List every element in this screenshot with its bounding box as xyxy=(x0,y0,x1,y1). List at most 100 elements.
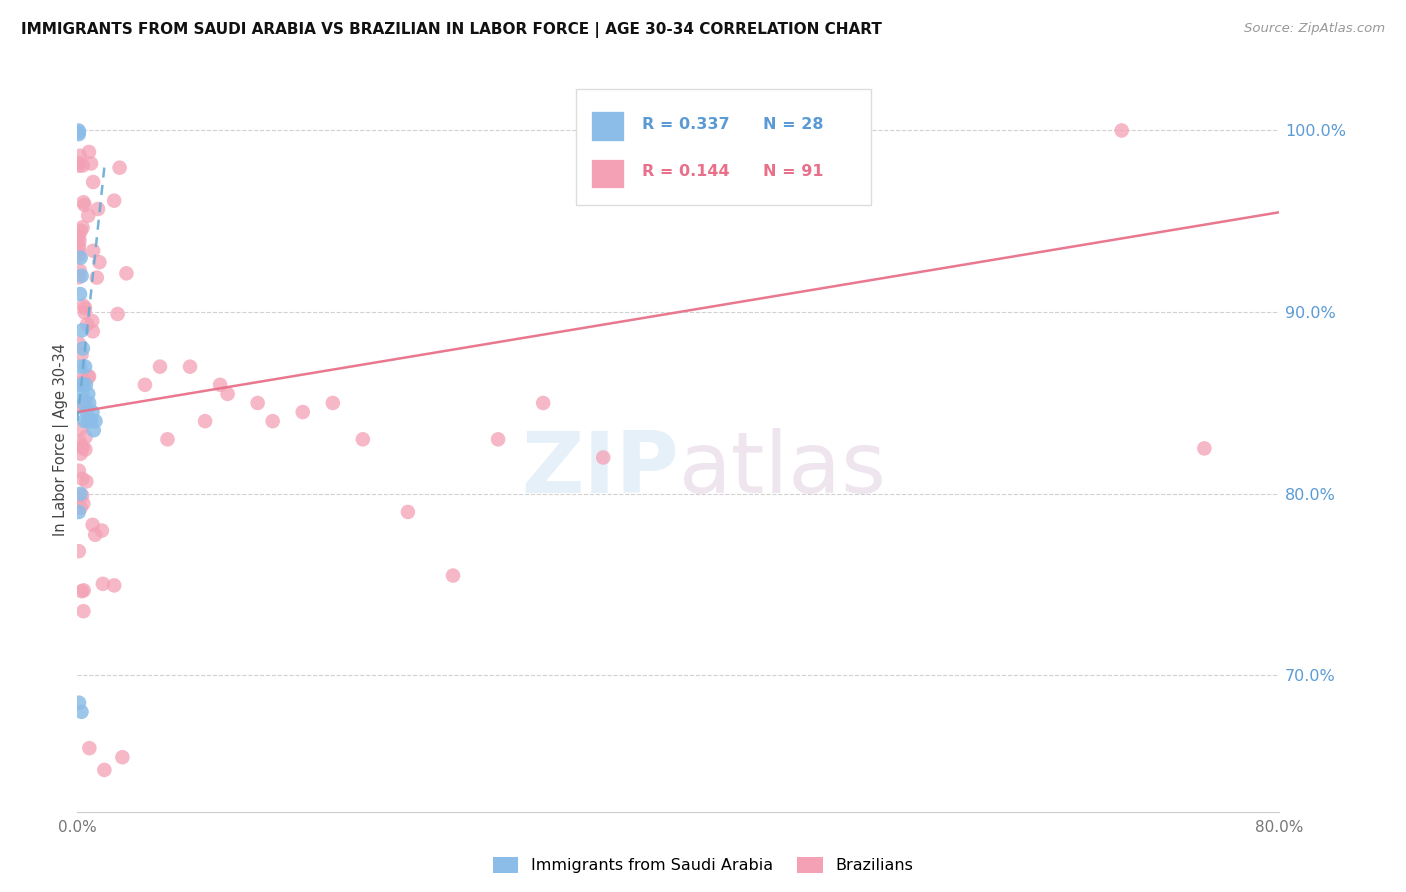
Point xyxy=(67,696,90,710)
Point xyxy=(1111,123,1133,137)
Point xyxy=(67,464,90,478)
Point xyxy=(67,248,90,262)
Point xyxy=(72,375,94,389)
Point xyxy=(77,209,100,223)
Point xyxy=(75,377,97,392)
Point xyxy=(72,497,94,511)
Point xyxy=(69,434,91,449)
Point xyxy=(76,405,98,419)
Point xyxy=(72,472,94,486)
Point xyxy=(72,220,94,235)
Point xyxy=(291,405,314,419)
Point xyxy=(67,243,90,257)
Point xyxy=(67,123,90,137)
Point xyxy=(72,159,94,173)
Point xyxy=(82,405,104,419)
Text: N = 28: N = 28 xyxy=(762,117,823,132)
Point xyxy=(72,441,94,455)
Text: atlas: atlas xyxy=(679,427,886,510)
Point xyxy=(72,195,94,210)
Point xyxy=(69,400,91,414)
Point xyxy=(156,433,179,447)
Text: N = 91: N = 91 xyxy=(762,164,823,179)
Point xyxy=(103,578,125,592)
Point xyxy=(87,202,110,216)
FancyBboxPatch shape xyxy=(591,112,624,141)
Point xyxy=(77,396,100,410)
Point xyxy=(262,414,284,428)
Point xyxy=(72,377,94,392)
Point xyxy=(67,377,90,392)
Point xyxy=(79,741,101,756)
Point xyxy=(322,396,344,410)
Point xyxy=(84,528,107,542)
Point xyxy=(83,423,105,437)
Point xyxy=(1194,442,1216,456)
Point xyxy=(82,324,104,338)
Point xyxy=(72,342,94,356)
Point xyxy=(72,604,94,618)
Point xyxy=(107,307,129,321)
Point xyxy=(111,750,134,764)
Point xyxy=(70,584,93,599)
Point xyxy=(80,414,103,428)
FancyBboxPatch shape xyxy=(576,89,870,204)
Point xyxy=(246,396,269,410)
Point xyxy=(67,270,90,285)
Point xyxy=(77,369,100,384)
Point xyxy=(69,359,91,374)
Point xyxy=(67,229,90,244)
Point xyxy=(82,175,104,189)
Point xyxy=(80,156,103,170)
Point xyxy=(82,517,104,532)
Point xyxy=(67,127,90,141)
Point xyxy=(69,233,91,247)
Point xyxy=(72,440,94,454)
Point xyxy=(67,544,90,558)
Point xyxy=(73,583,96,598)
Point xyxy=(531,396,554,410)
Point xyxy=(72,299,94,313)
Point xyxy=(396,505,419,519)
Point xyxy=(70,224,93,238)
Point xyxy=(486,433,509,447)
Point xyxy=(70,488,93,502)
Point xyxy=(67,238,90,252)
Point xyxy=(72,396,94,410)
Point xyxy=(77,414,100,428)
Point xyxy=(69,251,91,265)
Point xyxy=(75,430,97,444)
Point xyxy=(90,524,112,538)
Point xyxy=(73,198,96,212)
Point xyxy=(84,414,107,428)
Point xyxy=(86,270,108,285)
Point xyxy=(73,400,96,414)
Point xyxy=(93,763,115,777)
Point xyxy=(217,387,239,401)
Point xyxy=(69,500,91,515)
Point xyxy=(75,442,97,457)
Point xyxy=(69,287,91,301)
Point xyxy=(179,359,201,374)
Point xyxy=(194,414,217,428)
Point xyxy=(592,450,614,465)
Point xyxy=(67,159,90,173)
Point xyxy=(89,255,111,269)
Point xyxy=(75,396,97,410)
Point xyxy=(75,359,97,374)
Point xyxy=(149,359,172,374)
Y-axis label: In Labor Force | Age 30-34: In Labor Force | Age 30-34 xyxy=(53,343,69,536)
Point xyxy=(69,447,91,461)
Text: ZIP: ZIP xyxy=(520,427,679,510)
Point xyxy=(69,263,91,277)
Point xyxy=(73,414,96,428)
Point xyxy=(115,266,138,280)
Text: IMMIGRANTS FROM SAUDI ARABIA VS BRAZILIAN IN LABOR FORCE | AGE 30-34 CORRELATION: IMMIGRANTS FROM SAUDI ARABIA VS BRAZILIA… xyxy=(21,22,882,38)
Point xyxy=(69,487,91,501)
Point xyxy=(67,125,90,139)
Point xyxy=(70,705,93,719)
FancyBboxPatch shape xyxy=(591,159,624,188)
Point xyxy=(69,149,91,163)
Point xyxy=(73,301,96,315)
Point xyxy=(77,387,100,401)
